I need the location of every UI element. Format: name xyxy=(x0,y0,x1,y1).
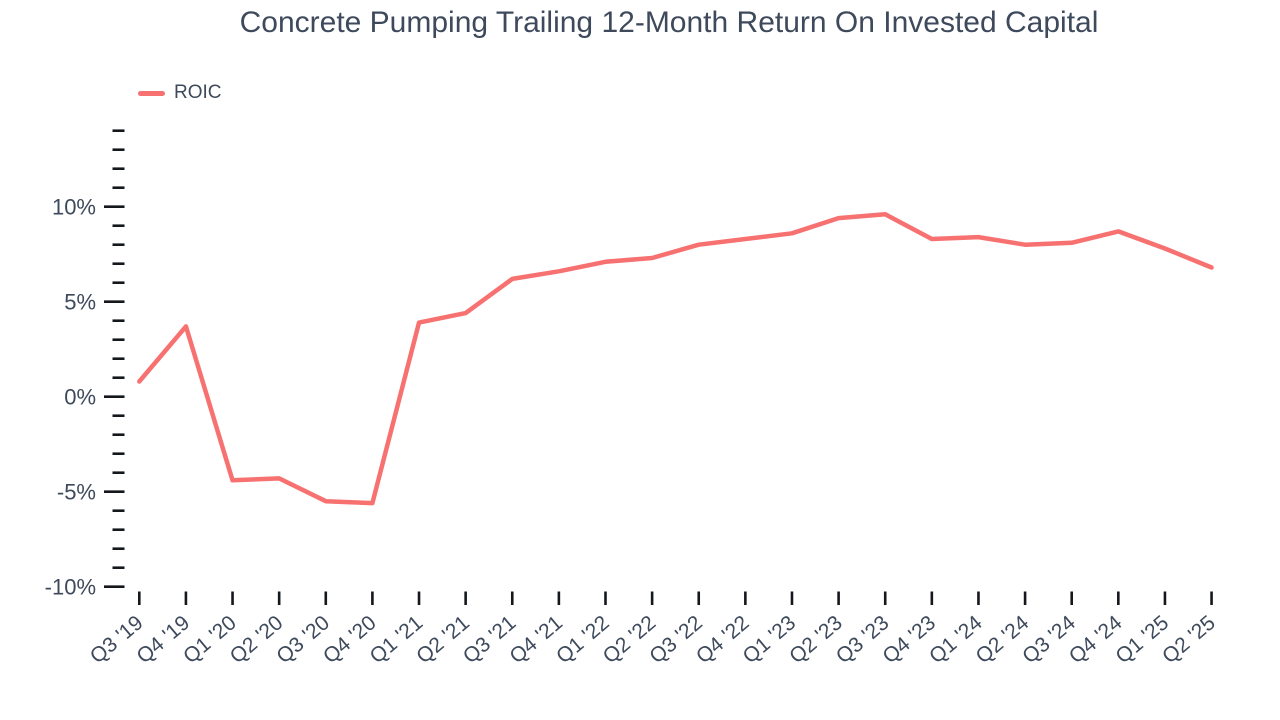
x-axis-label: Q3 '23 xyxy=(832,611,894,668)
y-axis-label: 5% xyxy=(64,290,96,315)
x-axis-label: Q2 '22 xyxy=(599,611,661,668)
x-axis-label: Q1 '21 xyxy=(366,611,428,668)
x-axis-label: Q4 '21 xyxy=(505,611,567,668)
x-axis-label: Q4 '23 xyxy=(878,611,940,668)
x-axis-label: Q4 '24 xyxy=(1065,611,1127,668)
chart-title: Concrete Pumping Trailing 12-Month Retur… xyxy=(239,6,1099,39)
x-axis-label: Q3 '24 xyxy=(1018,611,1080,668)
y-axis-label: 10% xyxy=(52,195,96,220)
x-axis-label: Q1 '20 xyxy=(179,611,241,668)
x-axis-label: Q4 '19 xyxy=(132,611,194,668)
x-axis-label: Q4 '22 xyxy=(692,611,754,668)
x-axis-label: Q1 '24 xyxy=(925,611,987,668)
x-axis-label: Q3 '21 xyxy=(459,611,521,668)
x-axis-label: Q4 '20 xyxy=(319,611,381,668)
x-axis-label: Q2 '23 xyxy=(785,611,847,668)
x-axis-label: Q1 '23 xyxy=(739,611,801,668)
legend-line-swatch xyxy=(138,90,165,96)
x-axis-label: Q3 '20 xyxy=(272,611,334,668)
x-axis-label: Q2 '25 xyxy=(1158,611,1220,668)
x-axis-label: Q2 '24 xyxy=(972,611,1034,668)
y-axis-label: -10% xyxy=(45,575,96,600)
x-axis-label: Q3 '19 xyxy=(86,611,148,668)
legend: ROIC xyxy=(138,82,222,104)
x-axis-label: Q3 '22 xyxy=(645,611,707,668)
x-axis-label: Q1 '22 xyxy=(552,611,614,668)
legend-label: ROIC xyxy=(174,82,222,103)
y-axis-label: 0% xyxy=(64,385,96,410)
x-axis-label: Q2 '21 xyxy=(412,611,474,668)
x-axis-label: Q2 '20 xyxy=(226,611,288,668)
y-axis-label: -5% xyxy=(57,480,96,505)
x-axis-label: Q1 '25 xyxy=(1111,611,1173,668)
series-line-roic xyxy=(137,212,1214,506)
